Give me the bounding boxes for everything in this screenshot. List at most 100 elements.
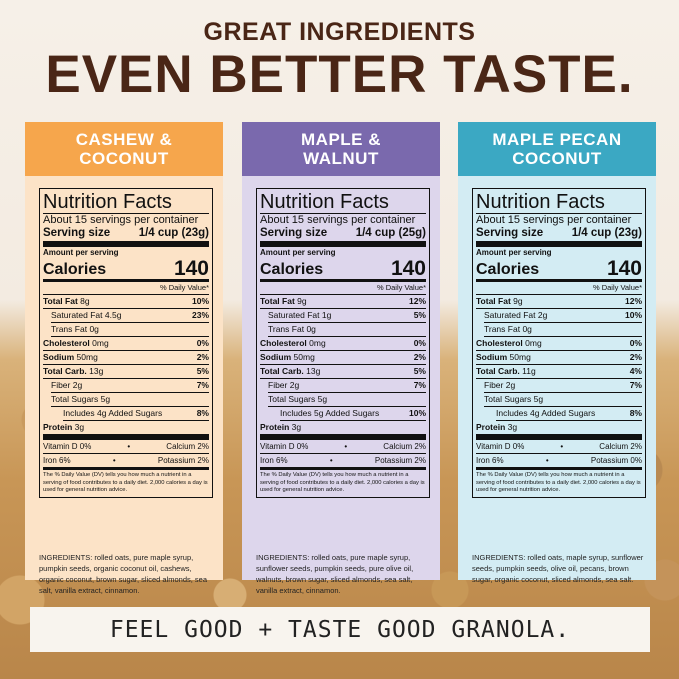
nutrient: Includes 5g Added Sugars: [280, 407, 379, 420]
daily-value: 10%: [191, 296, 209, 306]
nutrition-label: Nutrition Facts About 15 servings per con…: [256, 188, 430, 498]
nutrient-amount: 9g: [513, 296, 523, 306]
nutrient: Includes 4g Added Sugars: [496, 407, 595, 420]
nutrient-name: Cholesterol: [260, 338, 307, 348]
vitamin: Iron 6%: [260, 456, 288, 465]
nutrient-amount: 0mg: [92, 338, 109, 348]
nutrient-name: Saturated Fat: [484, 310, 536, 320]
nutrient: Sodium 50mg: [260, 351, 315, 364]
nutrient: Saturated Fat 1g: [268, 309, 331, 322]
nutrient-name: Protein: [476, 422, 506, 432]
nutrient: Fiber 2g: [268, 379, 299, 392]
serving-size: Serving size 1/4 cup (25g): [260, 227, 426, 247]
panel-body: Nutrition Facts About 15 servings per con…: [242, 176, 440, 595]
nutrient-row: Total Sugars 5g: [484, 393, 642, 407]
nutrient-amount: 5g: [533, 394, 544, 404]
daily-value: 8%: [196, 408, 209, 418]
daily-value: 7%: [629, 380, 642, 390]
calories-value: 140: [390, 257, 426, 280]
serving-size: Serving size 1/4 cup (23g): [43, 227, 209, 247]
serving-size: Serving size 1/4 cup (23g): [476, 227, 642, 247]
flavor-name: COCONUT: [79, 149, 169, 168]
nutrient-row: Total Fat 9g 12%: [260, 295, 426, 309]
nutrient-name: Trans Fat: [484, 324, 521, 334]
vitamin: Potassium 2%: [157, 456, 209, 465]
flavor-name: MAPLE PECAN: [492, 130, 622, 149]
label-title: Nutrition Facts: [43, 191, 209, 214]
serving-size-value: 1/4 cup (23g): [571, 227, 642, 239]
kicker: GREAT INGREDIENTS: [203, 18, 476, 46]
nutrient: Total Carb. 13g: [260, 365, 320, 378]
nutrient-name: Total Fat: [260, 296, 295, 306]
calories-label: Calories: [43, 261, 107, 278]
nutrient-row: Fiber 2g 7%: [51, 379, 209, 393]
nutrient-amount: 8g: [80, 296, 90, 306]
vitamin: Potassium 2%: [374, 456, 426, 465]
footnote: The % Daily Value (DV) tells you how muc…: [43, 472, 208, 493]
dv-header: % Daily Value*: [476, 282, 642, 295]
nutrient-row: Total Fat 9g 12%: [476, 295, 642, 309]
nutrient-row: Sodium 50mg 2%: [43, 351, 209, 365]
vitamin-row: Vitamin D 0% • Calcium 2%: [476, 440, 642, 454]
calories-label: Calories: [476, 261, 540, 278]
nutrient: Fiber 2g: [51, 379, 82, 392]
nutrient-name: Cholesterol: [43, 338, 90, 348]
nutrient-name: Saturated Fat: [51, 310, 103, 320]
nutrient-row: Trans Fat 0g: [268, 323, 426, 337]
nutrient: Sodium 50mg: [476, 351, 531, 364]
nutrient-name: Total Sugars: [51, 394, 99, 404]
nutrient-amount: 50mg: [509, 352, 531, 362]
daily-value: 8%: [629, 408, 642, 418]
servings: About 15 servings per container: [476, 214, 632, 226]
daily-value: 2%: [196, 352, 209, 362]
vitamin: Iron 6%: [43, 456, 71, 465]
servings: About 15 servings per container: [43, 214, 199, 226]
nutrient-row: Cholesterol 0mg 0%: [260, 337, 426, 351]
nutrient-amount: 50mg: [293, 352, 315, 362]
nutrient-row: Sodium 50mg 2%: [476, 351, 642, 365]
nutrient: Total Fat 9g: [260, 295, 307, 308]
nutrient-row: Protein 3g: [260, 421, 426, 440]
vitamin: Vitamin D 0%: [43, 442, 92, 451]
nutrient-name: Includes 4g Added Sugars: [496, 408, 596, 418]
serving-size-value: 1/4 cup (25g): [355, 227, 426, 239]
servings: About 15 servings per container: [260, 214, 416, 226]
nutrient-amount: 0mg: [525, 338, 542, 348]
daily-value: 2%: [629, 352, 642, 362]
nutrient: Total Carb. 13g: [43, 365, 103, 378]
nutrient-amount: 3g: [74, 422, 85, 432]
vitamin-row: Iron 6% • Potassium 2%: [43, 454, 209, 470]
nutrient-row: Cholesterol 0mg 0%: [476, 337, 642, 351]
nutrient-name: Total Sugars: [484, 394, 532, 404]
nutrition-label: Nutrition Facts About 15 servings per con…: [472, 188, 646, 498]
nutrient: Trans Fat 0g: [484, 323, 532, 336]
nutrient-row: Trans Fat 0g: [51, 323, 209, 337]
nutrient: Protein 3g: [476, 421, 517, 434]
vitamin: Calcium 2%: [599, 442, 642, 451]
nutrient-name: Trans Fat: [268, 324, 305, 334]
nutrient-amount: 11g: [522, 366, 536, 376]
ingredients: INGREDIENTS: rolled oats, pure maple syr…: [256, 553, 414, 595]
separator: •: [127, 442, 131, 451]
nutrient-name: Includes 5g Added Sugars: [280, 408, 380, 418]
nutrient-name: Protein: [260, 422, 290, 432]
nutrient-name: Fiber: [51, 380, 71, 390]
nutrient-row: Includes 4g Added Sugars 8%: [63, 407, 209, 421]
nutrient-amount: 3g: [507, 422, 518, 432]
nutrient-row: Total Sugars 5g: [268, 393, 426, 407]
nutrient-amount: 2g: [537, 310, 548, 320]
vitamin-row: Iron 6% • Potassium 2%: [260, 454, 426, 470]
nutrient: Sodium 50mg: [43, 351, 98, 364]
nutrient-name: Sodium: [476, 352, 508, 362]
nutrient-amount: 1g: [321, 310, 332, 320]
calories-label: Calories: [260, 261, 324, 278]
nutrient-name: Total Fat: [43, 296, 78, 306]
nutrient: Trans Fat 0g: [51, 323, 99, 336]
nutrient-amount: 13g: [306, 366, 321, 376]
headline: EVEN BETTER TASTE.: [45, 45, 634, 104]
nutrient-amount: 2g: [72, 380, 83, 390]
daily-value: 5%: [413, 366, 426, 376]
nutrient-row: Total Carb. 13g 5%: [260, 365, 426, 379]
label-title: Nutrition Facts: [260, 191, 426, 214]
